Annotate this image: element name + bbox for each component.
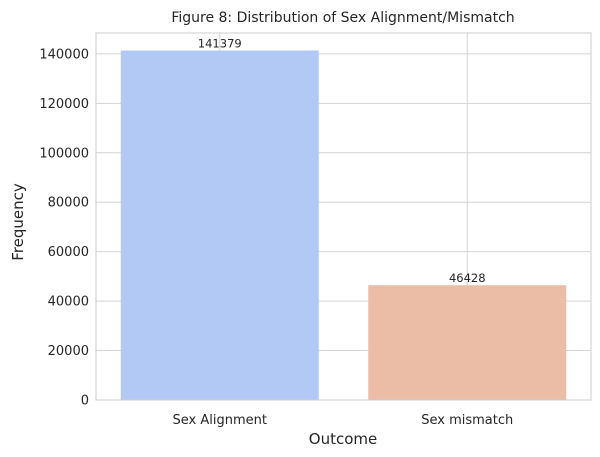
bar-sex-mismatch <box>368 285 567 400</box>
x-tick-label: Sex Alignment <box>173 413 267 428</box>
y-tick-label: 100000 <box>39 146 89 161</box>
bars <box>120 50 567 400</box>
data-label: 141379 <box>198 36 242 50</box>
y-tick-label: 40000 <box>48 295 89 310</box>
x-axis-label: Outcome <box>309 430 377 448</box>
chart-title: Figure 8: Distribution of Sex Alignment/… <box>171 10 514 26</box>
data-label: 46428 <box>449 271 486 285</box>
x-tick-labels: Sex Alignment Sex mismatch <box>173 413 514 428</box>
y-axis-label: Frequency <box>9 183 27 261</box>
x-tick-label: Sex mismatch <box>421 413 513 428</box>
y-tick-label: 20000 <box>48 344 89 359</box>
y-tick-label: 120000 <box>39 97 89 112</box>
y-tick-labels: 0 20000 40000 60000 80000 100000 120000 140000 <box>39 47 89 408</box>
y-tick-label: 0 <box>81 394 89 409</box>
data-labels: 141379 46428 <box>198 36 486 285</box>
y-tick-label: 140000 <box>39 47 89 62</box>
y-tick-label: 80000 <box>48 196 89 211</box>
y-tick-label: 60000 <box>48 245 89 260</box>
plot-frame <box>95 32 592 401</box>
bar-sex-alignment <box>120 50 319 400</box>
